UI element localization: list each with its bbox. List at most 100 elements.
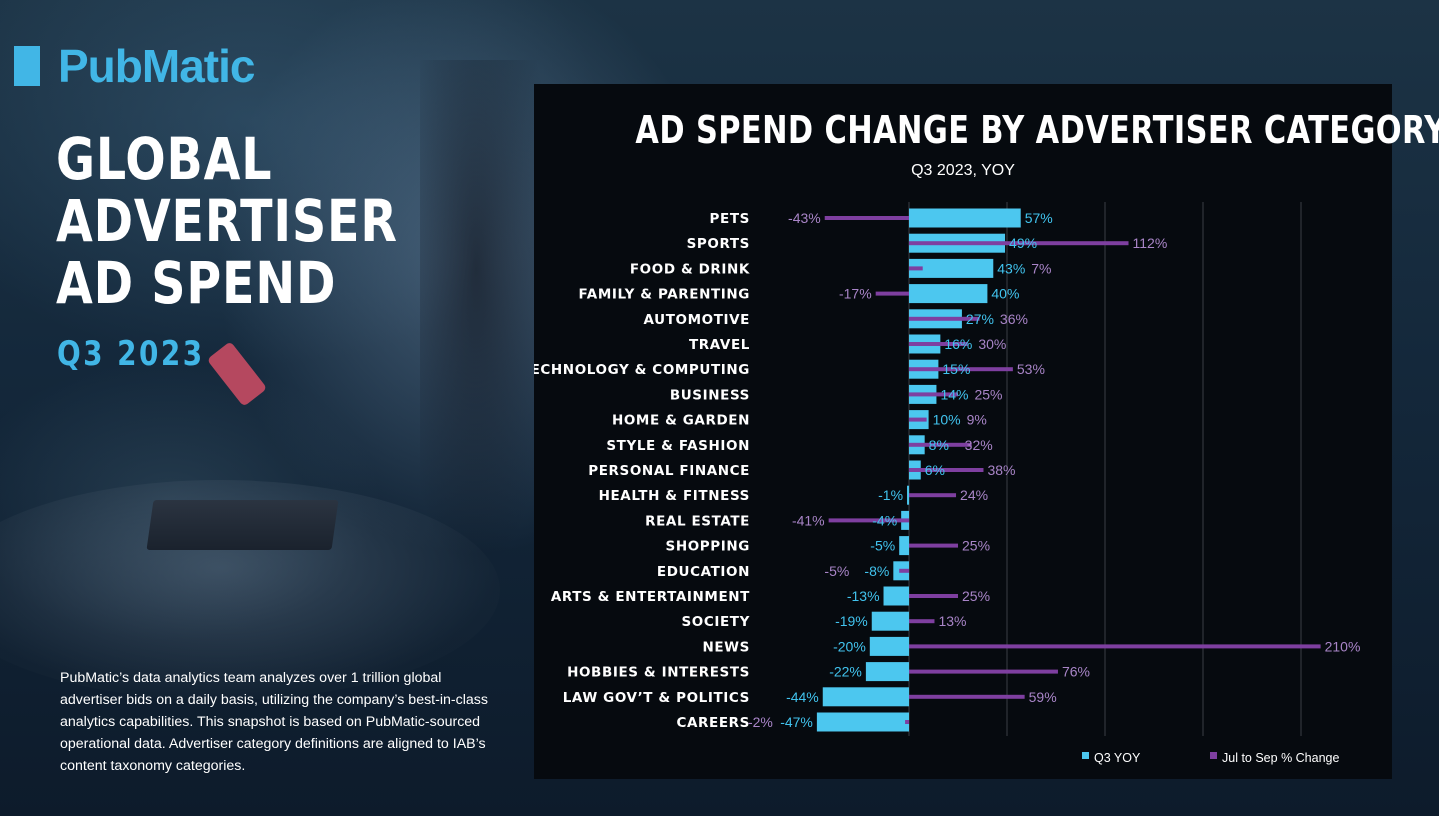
headline-line-3: AD SPEND: [56, 249, 337, 317]
bar-jul-sep: [909, 694, 1025, 699]
bar-q3-yoy-label: -8%: [864, 563, 889, 579]
bar-jul-sep: [909, 316, 980, 321]
bar-jul-sep-label: 13%: [938, 613, 966, 629]
bar-q3-yoy-label: -1%: [878, 487, 903, 503]
bar-jul-sep-label: 30%: [978, 336, 1006, 352]
bar-jul-sep: [824, 216, 909, 220]
brand-logo: PubMatic: [14, 40, 255, 92]
bar-q3-yoy: [816, 712, 909, 732]
bar-jul-sep: [909, 367, 1013, 372]
bar-jul-sep-label: 38%: [987, 462, 1015, 478]
chart-title-text: AD SPEND CHANGE BY ADVERTISER CATEGORY: [635, 108, 1439, 152]
background-tablet: [146, 500, 339, 550]
category-label: SOCIETY: [681, 614, 750, 630]
logo-square-icon: [14, 46, 40, 86]
legend-q3-yoy-label: Q3 YOY: [1094, 751, 1141, 765]
bar-jul-sep: [909, 543, 958, 548]
legend-jul-sep-label: Jul to Sep % Change: [1222, 751, 1339, 765]
headline-line-1: GLOBAL: [56, 125, 273, 193]
bar-jul-sep-label: 36%: [1000, 311, 1028, 327]
category-label: NEWS: [702, 639, 750, 655]
bar-q3-yoy: [871, 611, 909, 631]
bar-q3-yoy: [899, 536, 909, 556]
bar-jul-sep-label: 32%: [965, 437, 993, 453]
bar-q3-yoy-label: 40%: [991, 286, 1019, 302]
headline: GLOBAL ADVERTISER AD SPEND: [56, 128, 400, 314]
bar-jul-sep-label: 210%: [1325, 638, 1361, 654]
bar-q3-yoy-label: 57%: [1025, 210, 1053, 226]
bar-q3-yoy: [869, 636, 909, 656]
bar-q3-yoy-label: 27%: [966, 311, 994, 327]
bar-q3-yoy-label: 16%: [944, 336, 972, 352]
bar-jul-sep: [909, 342, 968, 346]
category-label: PERSONAL FINANCE: [588, 463, 750, 479]
bar-jul-sep: [828, 518, 909, 523]
headline-quarter: Q3 2023: [57, 334, 205, 374]
bar-jul-sep: [909, 594, 958, 598]
bar-jul-sep-label: 9%: [967, 412, 987, 428]
bar-jul-sep: [909, 266, 923, 271]
bar-jul-sep: [909, 468, 984, 472]
bar-q3-yoy: [909, 258, 994, 278]
bar-q3-yoy-label: -13%: [847, 588, 880, 604]
bar-chart: PETS 57% -43% SPORTS 49% 112% FOOD & DRINK 43% 7…: [534, 202, 1361, 765]
legend-q3-yoy-swatch: [1082, 752, 1089, 759]
bar-q3-yoy: [909, 208, 1021, 228]
bar-q3-yoy-label: -44%: [786, 689, 819, 705]
headline-line-2: ADVERTISER: [56, 187, 398, 255]
category-label: REAL ESTATE: [645, 513, 750, 529]
bar-q3-yoy: [909, 284, 988, 304]
bar-jul-sep-label: 25%: [962, 538, 990, 554]
bar-q3-yoy: [907, 485, 910, 505]
bar-jul-sep-label: 53%: [1017, 361, 1045, 377]
bar-jul-sep: [909, 241, 1129, 246]
bar-jul-sep: [909, 669, 1058, 674]
bar-jul-sep: [909, 417, 927, 422]
category-label: AUTOMOTIVE: [644, 312, 751, 328]
bar-jul-sep: [909, 442, 972, 447]
category-label: TRAVEL: [689, 337, 750, 353]
bar-jul-sep-label: -41%: [792, 512, 825, 528]
bar-q3-yoy-label: 10%: [933, 412, 961, 428]
bar-q3-yoy-label: 15%: [942, 361, 970, 377]
bar-jul-sep: [899, 568, 909, 573]
category-label: TECHNOLOGY & COMPUTING: [534, 362, 750, 378]
bar-q3-yoy-label: 6%: [925, 462, 945, 478]
logo-text: PubMatic: [58, 40, 255, 92]
bar-jul-sep: [909, 644, 1321, 649]
bar-q3-yoy-label: -19%: [835, 613, 868, 629]
bar-q3-yoy: [865, 662, 909, 682]
bar-jul-sep: [909, 392, 958, 397]
chart-subtitle: Q3 2023, YOY: [911, 162, 1015, 179]
category-label: HOBBIES & INTERESTS: [567, 665, 750, 681]
bar-q3-yoy: [822, 687, 909, 707]
bar-jul-sep-label: -5%: [824, 563, 849, 579]
category-label: FOOD & DRINK: [630, 261, 750, 277]
bar-q3-yoy-label: -5%: [870, 538, 895, 554]
bar-jul-sep-label: 76%: [1062, 664, 1090, 680]
category-label: EDUCATION: [657, 564, 750, 580]
bar-jul-sep-label: 59%: [1029, 689, 1057, 705]
bar-jul-sep-label: -2%: [748, 714, 773, 730]
bar-q3-yoy-label: -47%: [780, 714, 813, 730]
bar-jul-sep-label: -17%: [839, 286, 872, 302]
bar-jul-sep: [909, 493, 957, 498]
chart-panel: [534, 84, 1392, 779]
description-text: PubMatic’s data analytics team analyzes …: [60, 670, 488, 774]
category-label: STYLE & FASHION: [606, 438, 750, 454]
category-label: LAW GOV’T & POLITICS: [563, 690, 750, 706]
bar-q3-yoy: [883, 586, 909, 606]
bar-jul-sep-label: 24%: [960, 487, 988, 503]
bar-q3-yoy-label: 14%: [940, 386, 968, 402]
category-label: BUSINESS: [670, 387, 750, 403]
bar-jul-sep: [909, 619, 935, 624]
bar-q3-yoy-label: 8%: [929, 437, 949, 453]
legend-jul-sep-swatch: [1210, 752, 1217, 759]
category-label: ARTS & ENTERTAINMENT: [551, 589, 750, 605]
bar-jul-sep: [875, 291, 909, 296]
bar-q3-yoy-label: -20%: [833, 638, 866, 654]
chart-title: AD SPEND CHANGE BY ADVERTISER CATEGORY: [534, 108, 1439, 152]
category-label: PETS: [710, 211, 750, 227]
bar-q3-yoy-label: -4%: [872, 512, 897, 528]
bar-jul-sep-label: 7%: [1031, 260, 1051, 276]
